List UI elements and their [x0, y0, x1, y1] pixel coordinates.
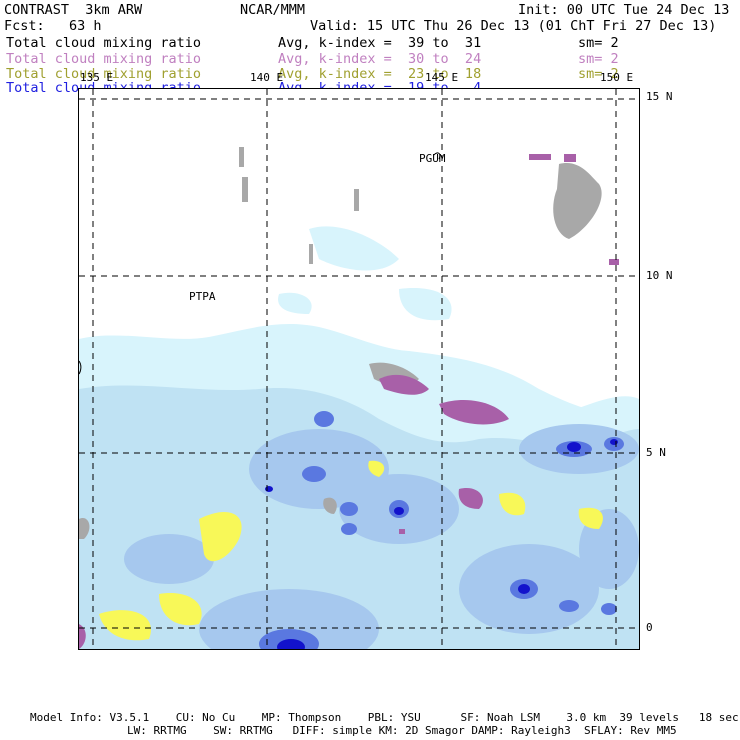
field-range-2: Avg, k-index = 30 to 24: [278, 51, 482, 67]
purple-cloud-layer: [79, 154, 619, 649]
lat-lon-grid: [79, 89, 639, 649]
lat-label-0: 0: [646, 621, 653, 634]
model-title: CONTRAST 3km ARW: [4, 2, 143, 18]
lon-label-150e: 150 E: [600, 71, 634, 84]
model-info-line-2: LW: RRTMG SW: RRTMG DIFF: simple KM: 2D …: [127, 724, 677, 737]
coastline: [79, 152, 441, 375]
lat-label-5n: 5 N: [646, 446, 666, 459]
field-name-2: Total cloud mixing ratio: [6, 51, 202, 67]
init-time: Init: 00 UTC Tue 24 Dec 13: [518, 2, 730, 18]
valid-time: Valid: 15 UTC Thu 26 Dec 13 (01 ChT Fri …: [310, 18, 717, 34]
lat-label-15n: 15 N: [646, 90, 673, 103]
model-info-line-1: Model Info: V3.5.1 CU: No Cu MP: Thompso…: [30, 711, 739, 724]
field-range-3: Avg, k-index = 23 to 18: [278, 66, 482, 82]
cloud-field-plot: [79, 89, 639, 649]
lon-label-140e: 140 E: [250, 71, 284, 84]
field-range-1: Avg, k-index = 39 to 31: [278, 35, 482, 51]
lat-label-10n: 10 N: [646, 269, 673, 282]
core-cloud-layer: [265, 439, 618, 649]
station-pgum: PGUM: [419, 152, 446, 165]
field-name-1: Total cloud mixing ratio: [6, 35, 202, 51]
forecast-hour: Fcst: 63 h: [4, 18, 102, 34]
field-name-3: Total cloud mixing ratio: [6, 66, 202, 82]
lon-label-145e: 145 E: [425, 71, 459, 84]
field-sm-3: sm= 2: [578, 66, 619, 82]
mid-cloud-layer: [124, 424, 639, 649]
agency-label: NCAR/MMM: [240, 2, 306, 18]
field-sm-2: sm= 2: [578, 51, 619, 67]
yellow-cloud-layer: [99, 460, 603, 641]
cloud-map: PGUM PTPA: [78, 88, 640, 650]
station-ptpa: PTPA: [189, 290, 216, 303]
field-sm-1: sm= 2: [578, 35, 619, 51]
lon-label-135e: 135 E: [80, 71, 114, 84]
